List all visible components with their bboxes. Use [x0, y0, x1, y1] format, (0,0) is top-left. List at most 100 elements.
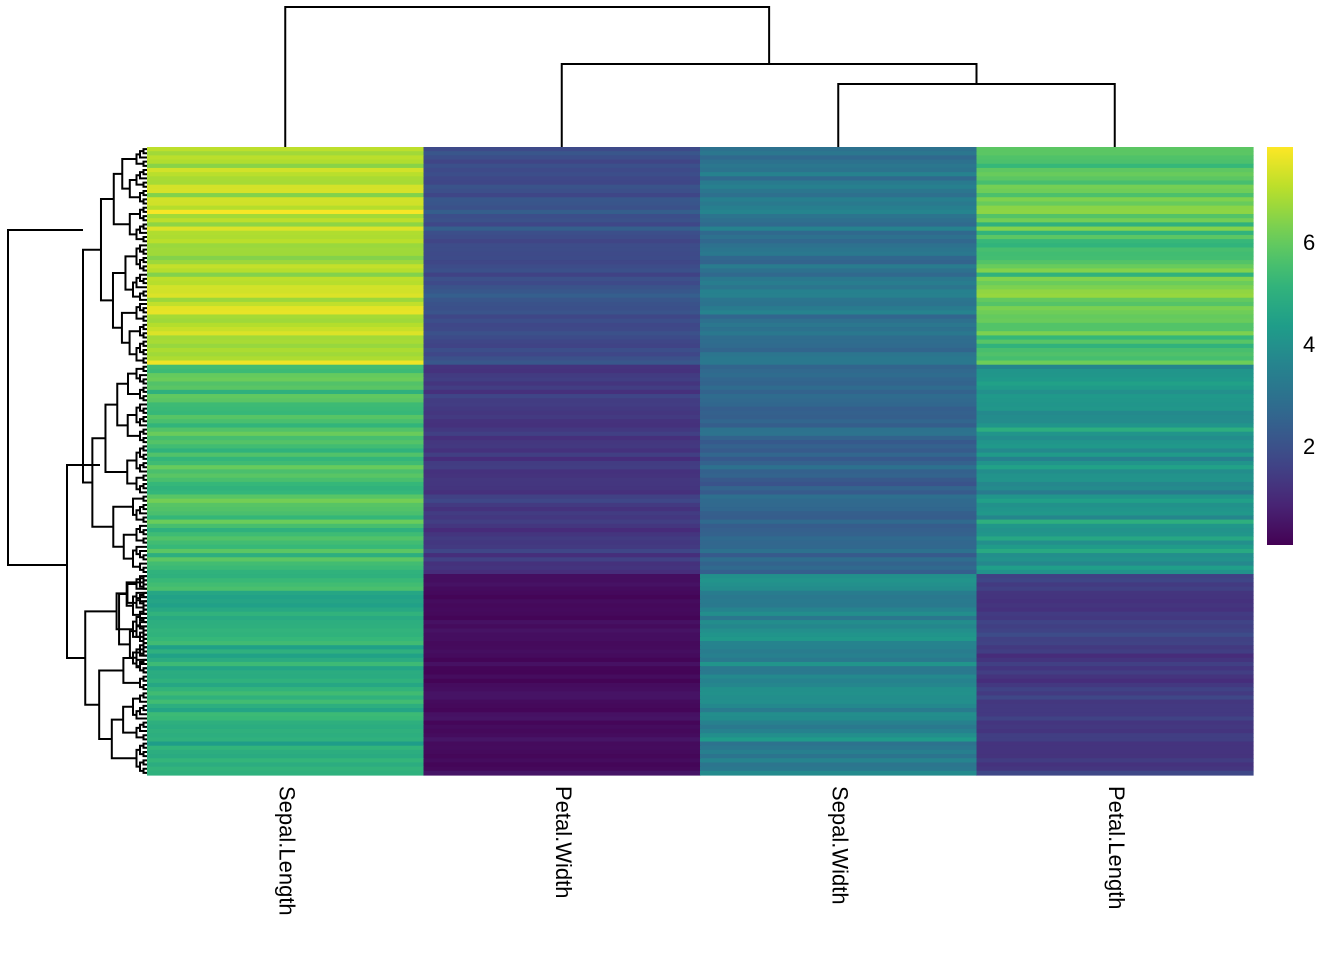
- heatmap-cell: [976, 720, 1254, 726]
- dendrogram-branch: [139, 150, 147, 159]
- heatmap-cell: [423, 582, 701, 588]
- heatmap-cell: [147, 762, 425, 768]
- heatmap-cell: [700, 599, 978, 604]
- heatmap-cell: [147, 285, 425, 290]
- heatmap-cell: [423, 297, 701, 303]
- heatmap-cell: [976, 708, 1254, 713]
- heatmap-cell: [147, 641, 425, 646]
- heatmap-cell: [423, 754, 701, 759]
- heatmap-cell: [147, 653, 425, 659]
- heatmap-cell: [976, 582, 1254, 588]
- dendrogram-branch: [142, 537, 147, 544]
- heatmap-cell: [976, 272, 1254, 278]
- heatmap-cell: [976, 230, 1254, 236]
- dendrogram-branch: [122, 533, 137, 560]
- heatmap-cell: [147, 582, 425, 588]
- dendrogram-branch: [142, 198, 147, 205]
- heatmap-cell: [700, 306, 978, 311]
- heatmap-cell: [147, 724, 425, 730]
- heatmap-cell: [700, 624, 978, 630]
- heatmap-cell: [976, 754, 1254, 759]
- dendrogram-branch: [284, 6, 771, 147]
- heatmap-cell: [700, 641, 978, 646]
- heatmap-cell: [423, 193, 701, 198]
- heatmap-cell: [147, 264, 425, 270]
- heatmap-cell: [147, 678, 425, 684]
- dendrogram-branch: [142, 462, 147, 469]
- heatmap-cell: [147, 448, 425, 454]
- heatmap-cell: [423, 373, 701, 378]
- heatmap-cell: [423, 624, 701, 630]
- heatmap-cell: [700, 481, 978, 487]
- heatmap-cell: [700, 385, 978, 391]
- heatmap-cell: [147, 615, 425, 621]
- heatmap-cell: [976, 314, 1254, 320]
- heatmap-cell: [700, 649, 978, 655]
- heatmap-cell: [423, 469, 701, 475]
- heatmap-cell: [423, 741, 701, 747]
- heatmap-cell: [700, 527, 978, 533]
- heatmap-cell: [423, 163, 701, 169]
- heatmap-cell: [976, 444, 1254, 450]
- dendrogram-branch: [139, 707, 147, 716]
- heatmap-cell: [423, 745, 701, 751]
- heatmap-cell: [976, 327, 1254, 332]
- heatmap-cell: [423, 494, 701, 500]
- heatmap-cell: [700, 322, 978, 328]
- heatmap-cell: [976, 394, 1254, 399]
- heatmap-cell: [423, 276, 701, 282]
- dendrogram-branch: [142, 315, 147, 322]
- heatmap-cell: [147, 712, 425, 717]
- heatmap-cell: [147, 423, 425, 429]
- heatmap-cell: [700, 670, 978, 676]
- heatmap-cell: [147, 586, 425, 592]
- heatmap-cell: [976, 352, 1254, 357]
- heatmap-cell: [976, 461, 1254, 466]
- heatmap-cell: [147, 452, 425, 458]
- heatmap-cell: [700, 720, 978, 726]
- column-dendrogram: [284, 6, 1116, 147]
- heatmap-cell: [976, 398, 1254, 403]
- heatmap-cell: [976, 264, 1254, 270]
- dendrogram-branch: [122, 705, 137, 734]
- heatmap-cell: [976, 728, 1254, 734]
- dendrogram-branch: [142, 223, 147, 230]
- heatmap-cell: [423, 423, 701, 429]
- heatmap-cell: [147, 666, 425, 671]
- heatmap-cell: [147, 728, 425, 734]
- heatmap-cell: [700, 544, 978, 550]
- heatmap-cell: [147, 180, 425, 186]
- heatmap-cell: [976, 234, 1254, 240]
- dendrogram-branch: [139, 485, 147, 494]
- heatmap-cell: [700, 234, 978, 240]
- heatmap-cell: [147, 620, 425, 625]
- heatmap-cell: [147, 699, 425, 705]
- heatmap-cell: [700, 163, 978, 169]
- heatmap-cell: [700, 532, 978, 537]
- heatmap-cell: [423, 611, 701, 617]
- heatmap-cell: [700, 661, 978, 667]
- heatmap-cell: [147, 578, 425, 584]
- dendrogram-branch: [142, 554, 147, 561]
- heatmap-cell: [976, 737, 1254, 743]
- heatmap-cell: [976, 188, 1254, 194]
- dendrogram-branch: [142, 692, 147, 699]
- heatmap-cell: [976, 511, 1254, 517]
- heatmap-cell: [976, 184, 1254, 190]
- heatmap-cell: [700, 251, 978, 257]
- heatmap-cell: [423, 473, 701, 479]
- heatmap-cell: [423, 733, 701, 738]
- heatmap-cell: [976, 653, 1254, 659]
- dendrogram-branch: [139, 694, 147, 703]
- heatmap-cell: [423, 360, 701, 366]
- heatmap-cell: [423, 620, 701, 625]
- heatmap-cell: [423, 536, 701, 542]
- heatmap-cell: [700, 473, 978, 479]
- heatmap-cell: [423, 603, 701, 609]
- heatmap-cell: [700, 272, 978, 278]
- heatmap-cell: [976, 163, 1254, 169]
- heatmap-cell: [147, 201, 425, 207]
- heatmap-cell: [976, 762, 1254, 768]
- heatmap-cell: [423, 209, 701, 215]
- heatmap-cell: [147, 331, 425, 336]
